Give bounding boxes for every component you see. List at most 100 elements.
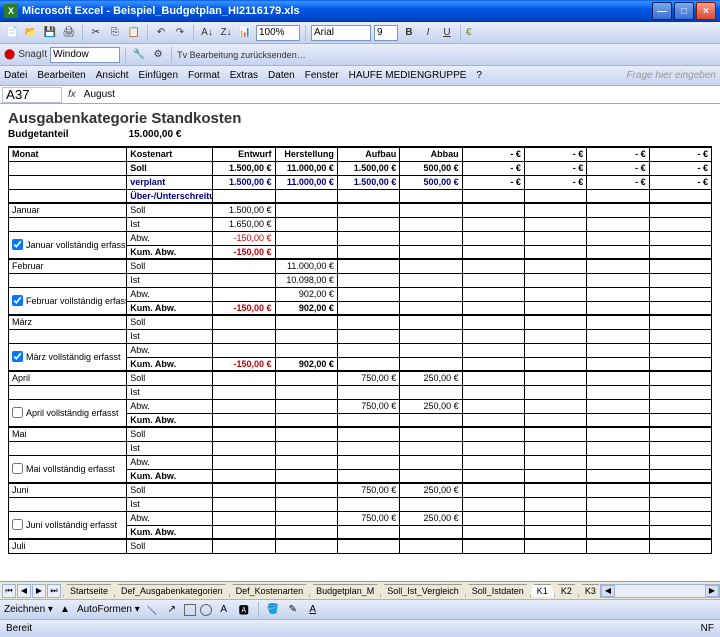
- cell: 1.500,00 €: [213, 161, 275, 175]
- font-size-select[interactable]: [374, 25, 398, 41]
- chk-mai-label: Mai vollständig erfasst: [26, 464, 115, 474]
- app-name: Microsoft Excel: [22, 5, 103, 17]
- tab-budgetplan[interactable]: Budgetplan_M: [309, 584, 381, 597]
- fx-icon[interactable]: fx: [64, 89, 80, 100]
- wordart-icon[interactable]: 🅰: [236, 602, 252, 618]
- cell: 250,00 €: [400, 483, 462, 497]
- menu-help[interactable]: ?: [476, 70, 482, 81]
- cell: Kum. Abw.: [127, 245, 213, 259]
- cell: - €: [462, 175, 524, 189]
- menu-ansicht[interactable]: Ansicht: [96, 70, 129, 81]
- sum-verplant-label: verplant: [127, 175, 213, 189]
- open-icon[interactable]: 📂: [23, 25, 39, 41]
- tab-def-ausgaben[interactable]: Def_Ausgabenkategorien: [114, 584, 230, 597]
- chart-icon[interactable]: 📊: [237, 25, 253, 41]
- menu-einfuegen[interactable]: Einfügen: [139, 70, 178, 81]
- chk-feb[interactable]: [12, 295, 23, 306]
- italic-icon[interactable]: I: [420, 25, 436, 41]
- tab-k3[interactable]: K3: [578, 584, 600, 597]
- cell: Ist: [127, 329, 213, 343]
- snagit-window-select[interactable]: [50, 47, 120, 63]
- menu-daten[interactable]: Daten: [268, 70, 295, 81]
- tool-icon[interactable]: 🔧: [131, 47, 147, 63]
- line-icon[interactable]: ＼: [144, 602, 160, 618]
- new-icon[interactable]: 📄: [4, 25, 20, 41]
- copy-icon[interactable]: ⎘: [107, 25, 123, 41]
- chk-apr[interactable]: [12, 407, 23, 418]
- tab-k1[interactable]: K1: [530, 584, 555, 597]
- cell: - €: [587, 175, 649, 189]
- cut-icon[interactable]: ✂: [88, 25, 104, 41]
- cell: Soll: [127, 203, 213, 217]
- maximize-button[interactable]: □: [674, 2, 694, 20]
- hdr-monat: Monat: [9, 147, 127, 161]
- chk-jun[interactable]: [12, 519, 23, 530]
- ask-question-box[interactable]: Frage hier eingeben: [626, 70, 716, 81]
- tab-startseite[interactable]: Startseite: [63, 584, 115, 597]
- cell: Kum. Abw.: [127, 357, 213, 371]
- bold-icon[interactable]: B: [401, 25, 417, 41]
- tab-k2[interactable]: K2: [554, 584, 579, 597]
- currency-euro-icon[interactable]: €: [466, 27, 472, 38]
- pointer-icon[interactable]: ▲: [57, 602, 73, 618]
- menu-format[interactable]: Format: [188, 70, 220, 81]
- chk-jan[interactable]: [12, 239, 23, 250]
- sort-asc-icon[interactable]: A↓: [199, 25, 215, 41]
- tab-nav-prev[interactable]: ◀: [17, 584, 31, 598]
- cell: 500,00 €: [400, 175, 462, 189]
- rect-icon[interactable]: [184, 604, 196, 616]
- sum-uber-label: Über-/Unterschreitung: [127, 189, 213, 203]
- cell: 250,00 €: [400, 511, 462, 525]
- tab-soll-ist-vgl[interactable]: Soll_Ist_Vergleich: [380, 584, 466, 597]
- tool-icon-2[interactable]: ⚙: [150, 47, 166, 63]
- horizontal-scrollbar[interactable]: ◀ ▶: [600, 584, 720, 598]
- menu-extras[interactable]: Extras: [230, 70, 258, 81]
- print-icon[interactable]: 🖨: [61, 25, 77, 41]
- cell: Abw.: [127, 455, 213, 469]
- oval-icon[interactable]: [200, 604, 212, 616]
- close-button[interactable]: ×: [696, 2, 716, 20]
- cell: Abw.: [127, 399, 213, 413]
- arrow-icon[interactable]: ↗: [164, 602, 180, 618]
- sheet-tab-bar: ⏮ ◀ ▶ ⏭ Startseite Def_Ausgabenkategorie…: [0, 581, 720, 599]
- month-feb: Februar: [9, 259, 127, 273]
- cell: Abw.: [127, 231, 213, 245]
- tab-nav-next[interactable]: ▶: [32, 584, 46, 598]
- save-icon[interactable]: 💾: [42, 25, 58, 41]
- tab-nav-last[interactable]: ⏭: [47, 584, 61, 598]
- menu-haufe[interactable]: HAUFE MEDIENGRUPPE: [349, 70, 467, 81]
- tab-soll-istdaten[interactable]: Soll_Istdaten: [465, 584, 531, 597]
- menu-fenster[interactable]: Fenster: [305, 70, 339, 81]
- cell: 750,00 €: [337, 511, 399, 525]
- bearbeitung-label[interactable]: Tv Bearbeitung zurücksenden…: [177, 50, 306, 60]
- minimize-button[interactable]: —: [652, 2, 672, 20]
- textbox-icon[interactable]: A: [216, 602, 232, 618]
- fill-color-icon[interactable]: 🪣: [265, 602, 281, 618]
- cell: 750,00 €: [337, 399, 399, 413]
- formula-value[interactable]: August: [80, 89, 115, 100]
- zeichnen-menu[interactable]: Zeichnen ▾: [4, 604, 53, 615]
- menu-datei[interactable]: Datei: [4, 70, 27, 81]
- font-family-select[interactable]: [311, 25, 371, 41]
- name-box[interactable]: [2, 87, 62, 103]
- zoom-select[interactable]: [256, 25, 300, 41]
- undo-icon[interactable]: ↶: [153, 25, 169, 41]
- tab-nav-first[interactable]: ⏮: [2, 584, 16, 598]
- paste-icon[interactable]: 📋: [126, 25, 142, 41]
- redo-icon[interactable]: ↷: [172, 25, 188, 41]
- cell: - €: [649, 175, 711, 189]
- cell: Ist: [127, 441, 213, 455]
- sort-desc-icon[interactable]: Z↓: [218, 25, 234, 41]
- font-color-icon[interactable]: A: [305, 602, 321, 618]
- cell: Abw.: [127, 287, 213, 301]
- cell: 11.000,00 €: [275, 259, 337, 273]
- autoformen-menu[interactable]: AutoFormen ▾: [77, 604, 140, 615]
- chk-mar[interactable]: [12, 351, 23, 362]
- tab-def-kosten[interactable]: Def_Kostenarten: [229, 584, 311, 597]
- snagit-label: SnagIt: [18, 49, 47, 60]
- chk-mai[interactable]: [12, 463, 23, 474]
- menu-bearbeiten[interactable]: Bearbeiten: [37, 70, 85, 81]
- worksheet-area[interactable]: Ausgabenkategorie Standkosten Budgetante…: [0, 104, 720, 599]
- underline-icon[interactable]: U: [439, 25, 455, 41]
- line-color-icon[interactable]: ✎: [285, 602, 301, 618]
